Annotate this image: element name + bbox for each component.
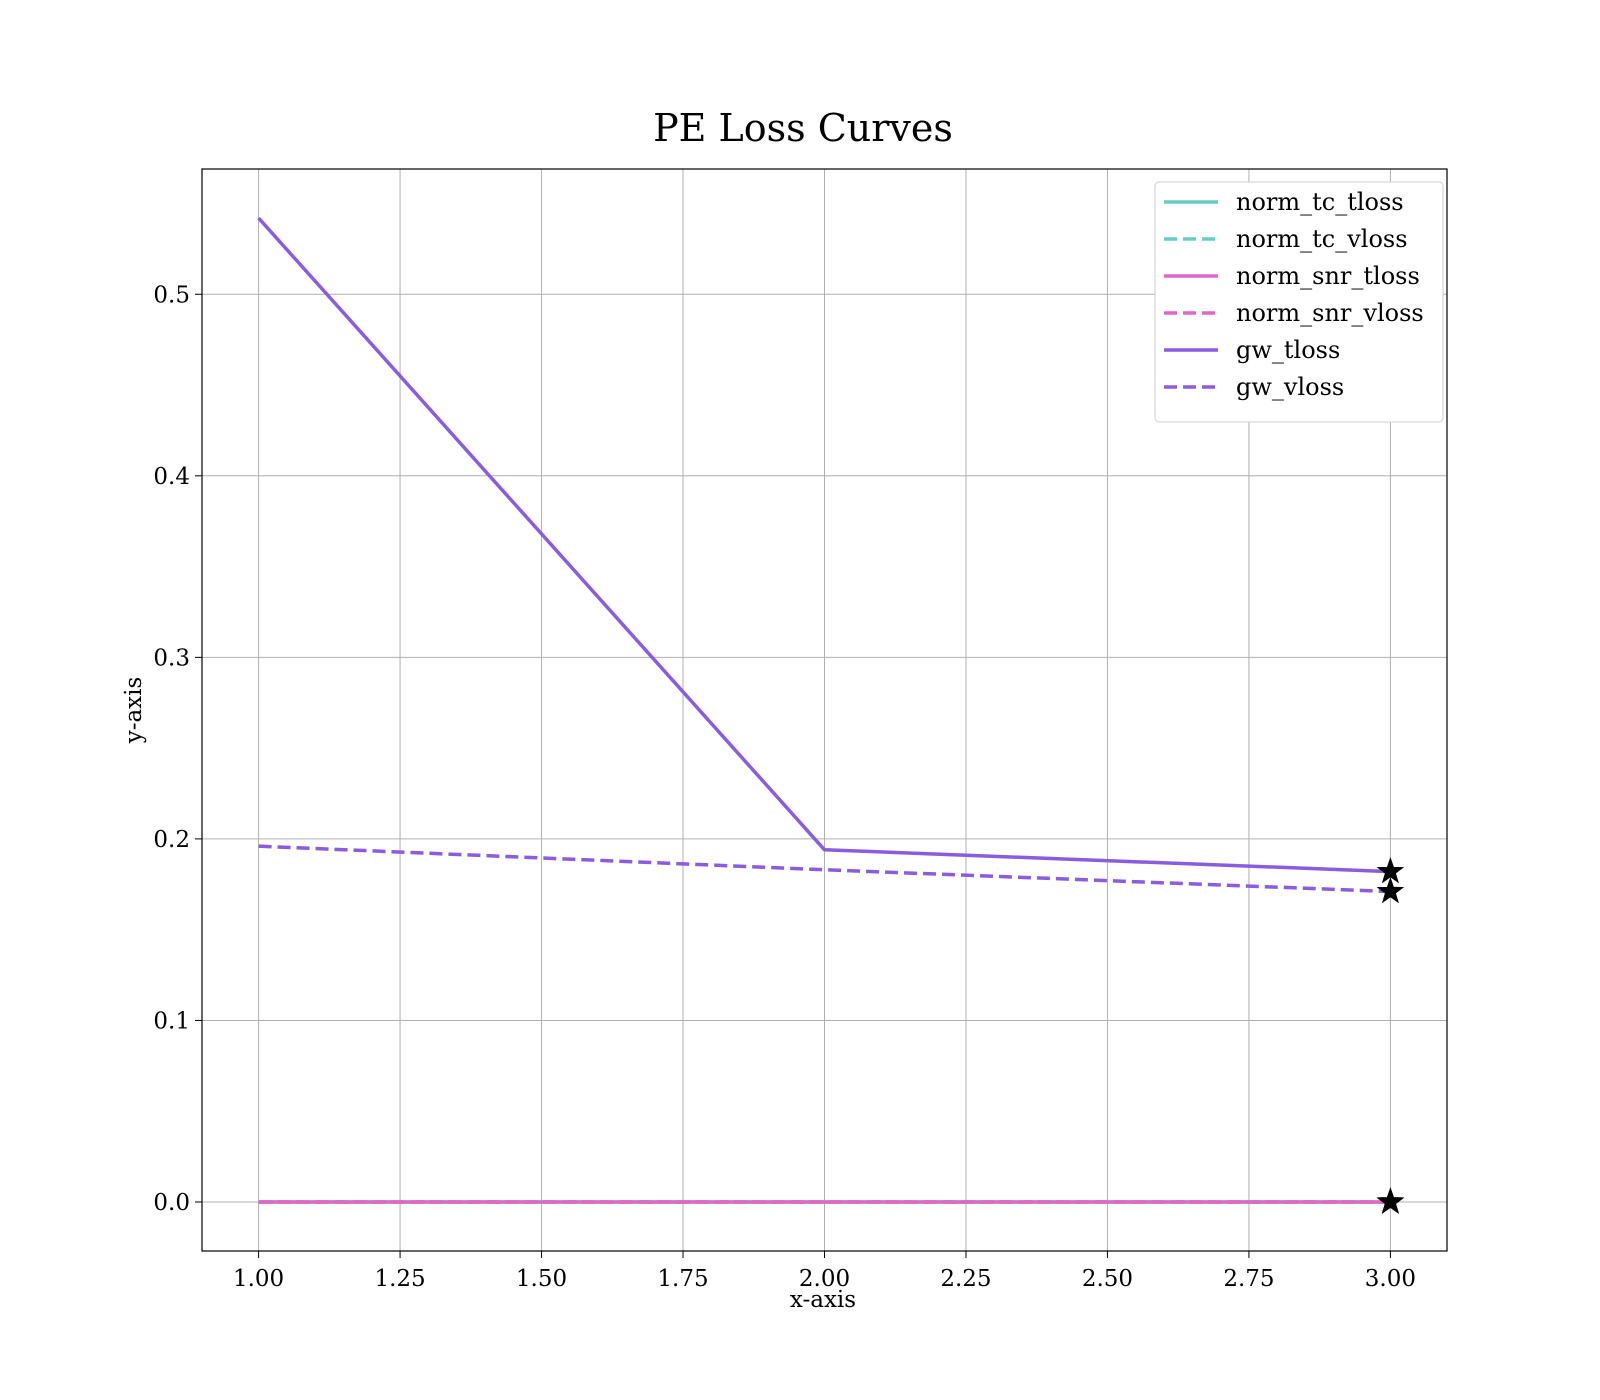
end-marker-norm_snr_vloss — [1376, 1187, 1405, 1214]
grid — [202, 169, 1447, 1251]
legend-label-norm_tc_tloss: norm_tc_tloss — [1236, 188, 1404, 216]
y-tick-label: 0.0 — [153, 1190, 190, 1216]
series-line-gw_tloss — [257, 216, 1391, 874]
y-tick-label: 0.2 — [153, 827, 190, 853]
x-tick-label: 3.00 — [1365, 1266, 1416, 1292]
legend-label-norm_tc_vloss: norm_tc_vloss — [1236, 225, 1408, 253]
end-markers — [1376, 857, 1405, 1214]
series-group — [257, 216, 1391, 1204]
end-marker-gw_tloss — [1376, 857, 1405, 884]
y-tick-label: 0.5 — [153, 282, 190, 308]
end-marker-gw_vloss — [1376, 877, 1405, 904]
legend-box — [1154, 181, 1444, 423]
x-tick-label: 2.25 — [940, 1266, 991, 1292]
x-tick-label: 2.00 — [799, 1266, 850, 1292]
legend-label-norm_snr_vloss: norm_snr_vloss — [1236, 299, 1424, 327]
legend: norm_tc_tloss norm_tc_vloss norm_snr_tloss… — [1154, 181, 1444, 423]
y-ticks: 0.0 0.1 0.2 0.3 0.4 0.5 — [153, 282, 202, 1216]
chart-title: PE Loss Curves — [653, 106, 953, 150]
x-tick-label: 2.50 — [1082, 1266, 1133, 1292]
x-axis-label: x-axis — [790, 1287, 856, 1313]
y-tick-label: 0.1 — [153, 1008, 190, 1034]
series-line-gw_vloss — [258, 844, 1391, 894]
y-tick-label: 0.4 — [153, 464, 190, 490]
y-axis-label: y-axis — [121, 677, 147, 745]
x-tick-label: 1.00 — [233, 1266, 284, 1292]
y-tick-label: 0.3 — [153, 645, 190, 671]
legend-label-norm_snr_tloss: norm_snr_tloss — [1236, 262, 1420, 290]
legend-label-gw_tloss: gw_tloss — [1236, 336, 1340, 364]
x-tick-label: 1.50 — [516, 1266, 567, 1292]
x-tick-label: 1.75 — [657, 1266, 708, 1292]
x-tick-label: 2.75 — [1223, 1266, 1274, 1292]
x-ticks: 1.00 1.25 1.50 1.75 2.00 2.25 2.50 2.75 3.00 — [233, 1251, 1416, 1292]
legend-label-gw_vloss: gw_vloss — [1236, 373, 1344, 401]
x-tick-label: 1.25 — [374, 1266, 425, 1292]
